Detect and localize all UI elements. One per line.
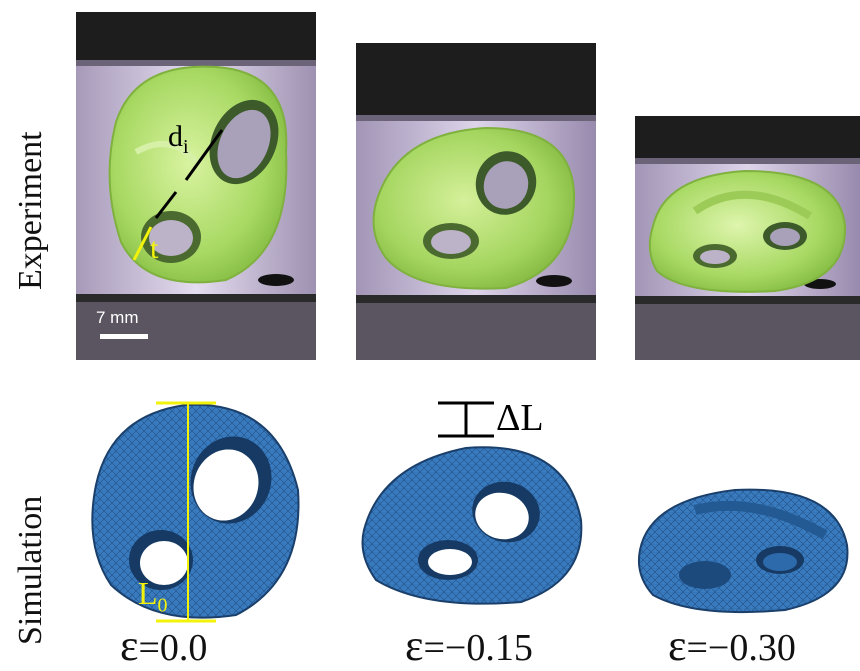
gyroid-specimen-1 <box>108 65 288 284</box>
gyroid-specimen-2 <box>372 126 576 290</box>
experiment-row-label: Experiment <box>12 131 49 290</box>
simulation-mesh-1: L0 <box>76 395 316 630</box>
gyroid-specimen-3 <box>648 169 847 293</box>
delta-length-label: ΔL <box>496 397 544 439</box>
strain-label-1: ε=0.0 <box>120 621 208 670</box>
strain-label-2: ε=−0.15 <box>405 621 533 670</box>
simulation-row-label: Simulation <box>12 495 49 645</box>
thickness-label: t <box>150 232 159 265</box>
simulation-mesh-3 <box>635 480 860 620</box>
experiment-photo-1: di t 7 mm <box>76 12 316 360</box>
delta-length-indicator: ΔL <box>436 397 576 440</box>
initial-length-label: L0 <box>138 575 168 617</box>
simulation-mesh-2 <box>356 440 596 610</box>
experiment-photo-3 <box>635 116 860 360</box>
scale-bar-label: 7 mm <box>96 308 139 327</box>
experiment-photo-2 <box>356 43 596 360</box>
diameter-label: di <box>168 120 189 158</box>
strain-label-3: ε=−0.30 <box>668 621 796 670</box>
